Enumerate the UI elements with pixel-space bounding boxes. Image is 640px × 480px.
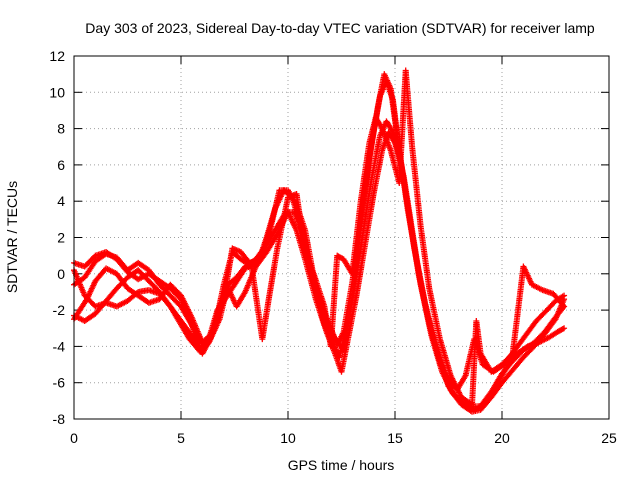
data-point [561,303,568,310]
data-points [71,67,568,415]
y-tick-label: 0 [57,266,65,282]
x-tick-label: 25 [601,430,617,446]
y-tick-label: 12 [49,48,65,64]
series-track-5 [71,67,568,408]
y-tick-label: -4 [53,338,66,354]
x-tick-label: 15 [387,430,403,446]
data-point [561,325,568,332]
y-tick-label: -2 [53,302,66,318]
y-tick-label: -6 [53,375,66,391]
x-tick-label: 0 [70,430,78,446]
chart-title: Day 303 of 2023, Sidereal Day-to-day VTE… [85,20,595,36]
series-track-3 [71,129,568,413]
x-tick-label: 20 [494,430,510,446]
y-tick-label: 8 [57,121,65,137]
y-tick-label: -8 [53,411,66,427]
y-tick-label: 6 [57,157,65,173]
y-tick-label: 4 [57,193,65,209]
y-tick-label: 2 [57,230,65,246]
axis-ticks: 0 5 10 15 20 25 -8 -6 -4 -2 0 2 4 6 8 10 12 [49,48,617,446]
x-tick-label: 5 [177,430,185,446]
x-tick-label: 10 [280,430,296,446]
y-axis-label: SDTVAR / TECUs [4,181,20,293]
data-point [559,325,566,332]
data-point [559,302,566,309]
x-axis-label: GPS time / hours [288,457,395,473]
y-tick-label: 10 [49,84,65,100]
data-point [561,292,568,299]
plot-frame [73,55,610,420]
